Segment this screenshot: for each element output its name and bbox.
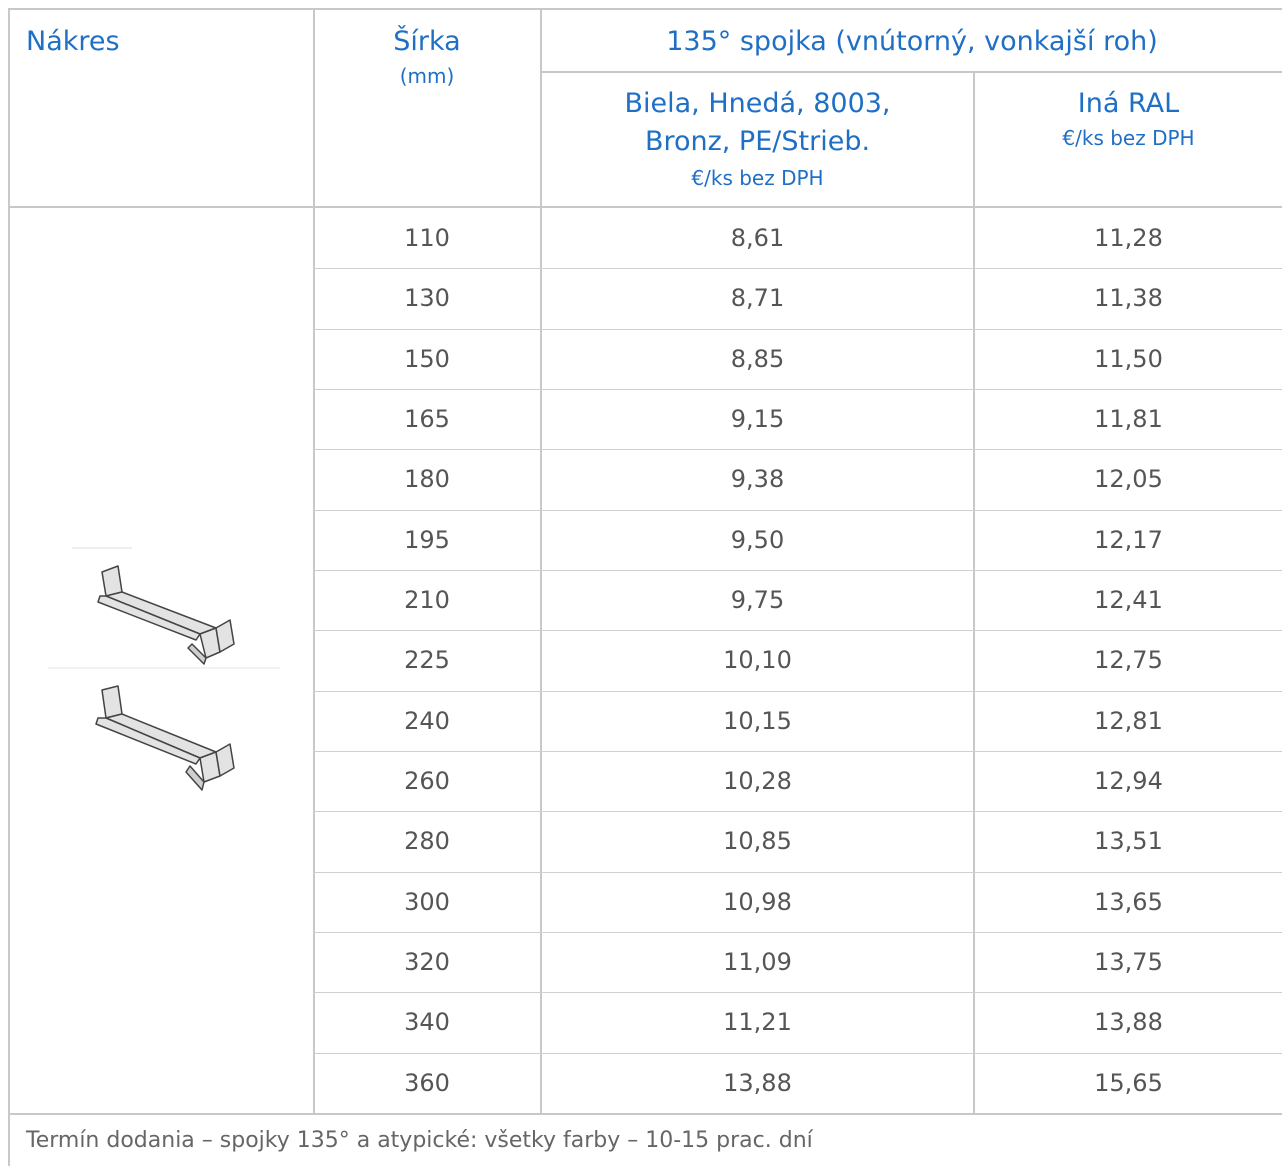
cell-width: 180 xyxy=(404,465,450,493)
row-divider xyxy=(314,691,1282,692)
cell-price-standard: 11,21 xyxy=(723,1008,792,1036)
cell-price-other-ral: 13,88 xyxy=(1094,1008,1163,1036)
header-bottom-border xyxy=(8,206,1282,208)
cell-price-standard: 9,75 xyxy=(730,586,785,614)
cell-price-standard: 10,85 xyxy=(723,827,792,855)
table-top-border xyxy=(8,8,1282,10)
cell-price-standard: 10,98 xyxy=(723,888,792,916)
cell-price-other-ral: 13,51 xyxy=(1094,827,1163,855)
header-col1-line2: Bronz, PE/Strieb. xyxy=(644,126,871,157)
header-group: 135° spojka (vnútorný, vonkajší roh) xyxy=(666,26,1158,57)
col-divider-price xyxy=(973,72,975,1114)
col-divider-width xyxy=(540,8,542,1114)
cell-width: 360 xyxy=(404,1069,450,1097)
header-col2-unit: €/ks bez DPH xyxy=(1062,126,1195,150)
cell-price-other-ral: 11,81 xyxy=(1094,405,1163,433)
header-width-unit: (mm) xyxy=(399,64,455,88)
row-divider xyxy=(314,872,1282,873)
row-divider xyxy=(314,1053,1282,1054)
cell-price-other-ral: 11,50 xyxy=(1094,345,1163,373)
row-divider xyxy=(314,570,1282,571)
cell-price-standard: 8,71 xyxy=(730,284,785,312)
cell-price-other-ral: 15,65 xyxy=(1094,1069,1163,1097)
row-divider xyxy=(314,751,1282,752)
col-divider-drawing xyxy=(313,8,315,1114)
cell-price-standard: 13,88 xyxy=(723,1069,792,1097)
row-divider xyxy=(314,630,1282,631)
table-left-border xyxy=(8,8,10,1166)
cell-width: 240 xyxy=(404,707,450,735)
row-divider xyxy=(314,389,1282,390)
footer-top-border xyxy=(8,1113,1282,1115)
cell-width: 225 xyxy=(404,646,450,674)
cell-width: 260 xyxy=(404,767,450,795)
cell-width: 195 xyxy=(404,526,450,554)
cell-width: 210 xyxy=(404,586,450,614)
header-col1-line1: Biela, Hnedá, 8003, xyxy=(624,88,891,119)
row-divider xyxy=(314,268,1282,269)
cell-price-other-ral: 11,28 xyxy=(1094,224,1163,252)
cell-width: 300 xyxy=(404,888,450,916)
cell-width: 165 xyxy=(404,405,450,433)
cell-price-other-ral: 13,75 xyxy=(1094,948,1163,976)
cell-price-standard: 9,50 xyxy=(730,526,785,554)
cell-width: 130 xyxy=(404,284,450,312)
cell-width: 150 xyxy=(404,345,450,373)
cell-price-standard: 9,15 xyxy=(730,405,785,433)
header-drawing: Nákres xyxy=(26,26,120,57)
cell-price-other-ral: 12,75 xyxy=(1094,646,1163,674)
cell-width: 340 xyxy=(404,1008,450,1036)
cell-width: 280 xyxy=(404,827,450,855)
cell-price-standard: 11,09 xyxy=(723,948,792,976)
cell-price-other-ral: 11,38 xyxy=(1094,284,1163,312)
cell-price-other-ral: 12,05 xyxy=(1094,465,1163,493)
header-col1-unit: €/ks bez DPH xyxy=(691,166,824,190)
sill-connector-drawing-icon xyxy=(48,547,280,791)
cell-price-other-ral: 12,94 xyxy=(1094,767,1163,795)
cell-width: 110 xyxy=(404,224,450,252)
row-divider xyxy=(314,992,1282,993)
cell-width: 320 xyxy=(404,948,450,976)
cell-price-other-ral: 12,41 xyxy=(1094,586,1163,614)
row-divider xyxy=(314,510,1282,511)
cell-price-standard: 9,38 xyxy=(730,465,785,493)
row-divider xyxy=(314,932,1282,933)
cell-price-other-ral: 12,81 xyxy=(1094,707,1163,735)
cell-price-standard: 8,85 xyxy=(730,345,785,373)
header-col2-line1: Iná RAL xyxy=(1077,88,1180,119)
row-divider xyxy=(314,449,1282,450)
cell-price-standard: 10,15 xyxy=(723,707,792,735)
row-divider xyxy=(314,329,1282,330)
header-width: Šírka xyxy=(393,26,461,57)
cell-price-other-ral: 13,65 xyxy=(1094,888,1163,916)
group-header-underline xyxy=(540,71,1282,73)
delivery-note: Termín dodania – spojky 135° a atypické:… xyxy=(26,1128,813,1153)
cell-price-other-ral: 12,17 xyxy=(1094,526,1163,554)
cell-price-standard: 10,10 xyxy=(723,646,792,674)
cell-price-standard: 10,28 xyxy=(723,767,792,795)
cell-price-standard: 8,61 xyxy=(730,224,785,252)
row-divider xyxy=(314,811,1282,812)
